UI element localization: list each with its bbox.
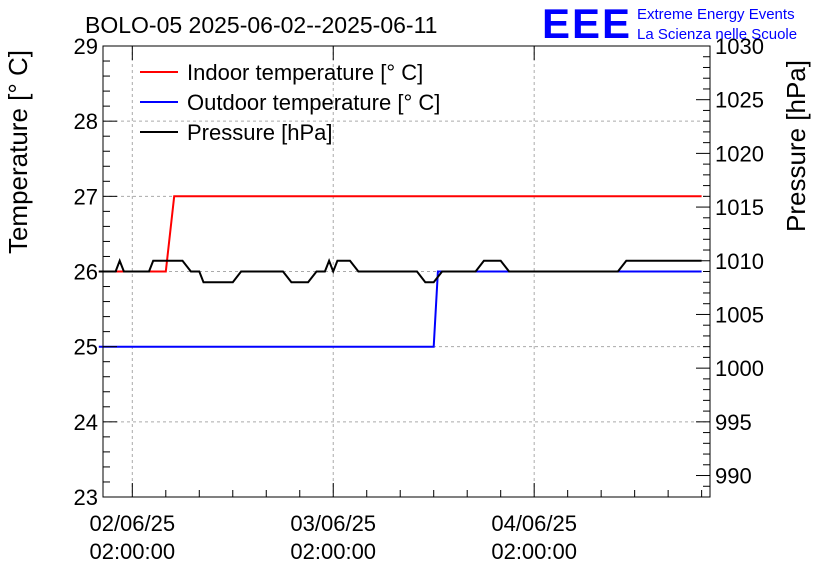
x-tick-label: 02:00:00: [89, 539, 175, 564]
y-tick-label: 26: [74, 260, 98, 285]
y-tick-label: 25: [74, 335, 98, 360]
legend: Indoor temperature [° C] Outdoor temperat…: [140, 60, 440, 145]
y-axis-label: Temperature [° C]: [3, 50, 33, 254]
legend-label: Indoor temperature [° C]: [187, 60, 423, 85]
y2-tick-label: 1010: [715, 249, 764, 274]
y2-axis-label: Pressure [hPa]: [781, 60, 811, 232]
logo-line-1: Extreme Energy Events: [637, 6, 795, 23]
chart-title: BOLO-05 2025-06-02--2025-06-11: [85, 12, 437, 38]
logo-line-2: La Scienza nelle Scuole: [637, 26, 797, 43]
y2-tick-label: 1005: [715, 302, 764, 327]
x-tick-label: 02:00:00: [290, 539, 376, 564]
x-tick-label: 02/06/25: [89, 511, 175, 536]
y2-tick-label: 1030: [715, 34, 764, 59]
legend-label: Outdoor temperature [° C]: [187, 90, 440, 115]
series-line: [98, 195, 702, 273]
y-tick-label: 24: [74, 410, 98, 435]
x-tick-label: 04/06/25: [491, 511, 577, 536]
y-tick-label: 28: [74, 109, 98, 134]
series-line: [98, 258, 702, 284]
y2-tick-label: 1015: [715, 195, 764, 220]
logo-mark: EEE: [542, 0, 632, 47]
y2-tick-label: 1025: [715, 88, 764, 113]
y-tick-label: 29: [74, 34, 98, 59]
y2-tick-label: 1000: [715, 356, 764, 381]
legend-label: Pressure [hPa]: [187, 120, 333, 145]
y2-tick-label: 1020: [715, 141, 764, 166]
x-tick-label: 02:00:00: [491, 539, 577, 564]
x-tick-label: 03/06/25: [290, 511, 376, 536]
x-axis: 02/06/25 02:00:00 03/06/25 02:00:00 04/06/25…: [89, 46, 703, 564]
y2-tick-label: 995: [715, 410, 752, 435]
right-axis: 990 995 1000 1005 1010 1015 1020 1025 1030: [696, 34, 764, 498]
left-axis: 23 24 25 26 27 28 29: [74, 34, 117, 510]
series-line: [98, 270, 702, 348]
y-tick-label: 23: [74, 485, 98, 510]
y-tick-label: 27: [74, 184, 98, 209]
eee-logo: EEE Extreme Energy Events La Scienza nel…: [542, 0, 797, 47]
y2-tick-label: 990: [715, 464, 752, 489]
series-layer: [98, 195, 702, 348]
